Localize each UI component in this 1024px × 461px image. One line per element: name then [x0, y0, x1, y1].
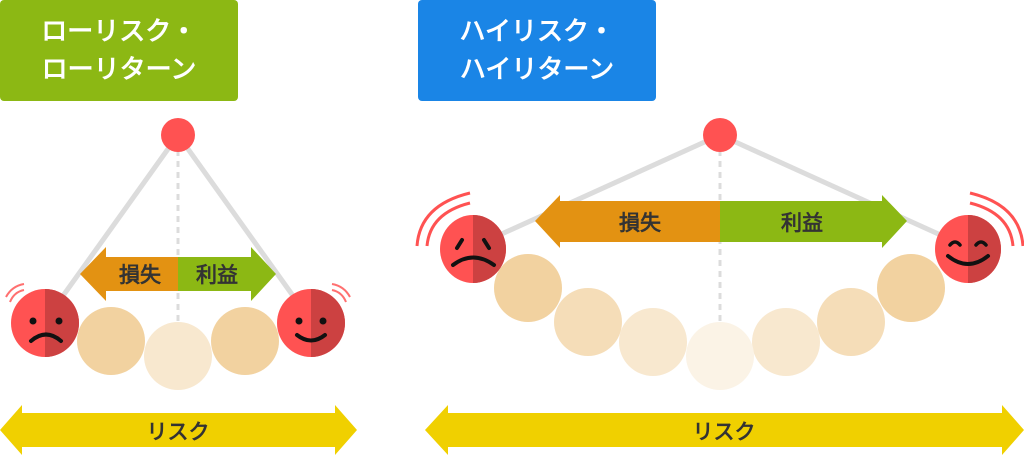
- bead: [494, 254, 562, 322]
- low-risk-title-box: ローリスク・ ローリターン: [0, 0, 238, 101]
- risk-label: リスク: [693, 420, 756, 444]
- loss-arrow: [80, 247, 178, 301]
- sad-face-icon: [5, 283, 79, 357]
- bead: [817, 288, 885, 356]
- high-risk-pendulum: 損失 利益 リスク: [415, 118, 1024, 455]
- bead: [554, 288, 622, 356]
- loss-label: 損失: [619, 211, 662, 235]
- happy-face-icon: [935, 191, 1024, 283]
- gain-arrow: [720, 195, 907, 248]
- pivot: [703, 118, 737, 152]
- low-risk-title-line2: ローリターン: [41, 54, 197, 85]
- bead: [211, 307, 279, 375]
- loss-arrow: [535, 195, 720, 248]
- string-right: [175, 133, 299, 302]
- bead: [877, 254, 945, 322]
- pivot: [161, 118, 195, 152]
- string-right: [718, 132, 947, 240]
- risk-arrow: [0, 405, 357, 455]
- low-risk-title-line1: ローリスク・: [41, 16, 197, 47]
- gain-label: 利益: [781, 211, 823, 235]
- gain-arrow: [178, 247, 276, 301]
- high-risk-title-line1: ハイリスク・: [459, 16, 615, 47]
- bead: [752, 308, 820, 376]
- risk-label: リスク: [147, 420, 210, 444]
- high-risk-title-box: ハイリスク・ ハイリターン: [418, 0, 656, 101]
- bead: [77, 307, 145, 375]
- bead: [686, 322, 754, 390]
- risk-arrow: [425, 405, 1024, 455]
- string-left: [57, 133, 181, 302]
- happy-face-icon: [277, 283, 351, 357]
- bead: [619, 308, 687, 376]
- gain-label: 利益: [196, 263, 238, 287]
- loss-label: 損失: [119, 263, 162, 287]
- bead: [144, 322, 212, 390]
- string-left: [493, 132, 722, 240]
- high-risk-title-line2: ハイリターン: [459, 54, 615, 85]
- low-risk-pendulum: 損失 利益 リスク: [0, 118, 357, 455]
